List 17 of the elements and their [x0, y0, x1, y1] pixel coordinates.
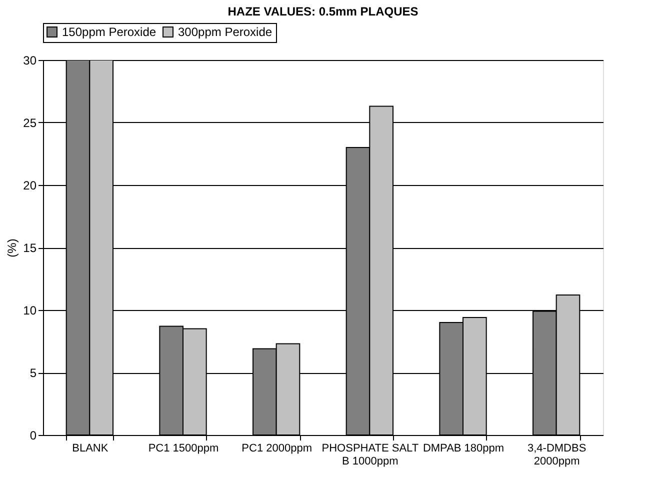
y-tick-label: 30 [23, 54, 37, 68]
x-tick-label: BLANK [72, 442, 109, 454]
y-tick-label: 5 [30, 366, 37, 380]
legend-label: 150ppm Peroxide [62, 25, 156, 39]
y-tick-label: 25 [23, 116, 37, 130]
x-tick-label: 3,4-DMDBS 2000ppm [527, 442, 586, 468]
x-tick-label: PC1 2000ppm [242, 442, 312, 454]
y-tick-label: 0 [30, 428, 37, 442]
chart-title: HAZE VALUES: 0.5mm PLAQUES [228, 4, 418, 18]
y-tick-label: 15 [23, 241, 37, 255]
y-tick-label: 10 [23, 304, 37, 318]
x-tick-label: DMPAB 180ppm [422, 442, 504, 454]
x-tick-label: PHOSPHATE SALT B 1000ppm [322, 442, 419, 468]
legend-label: 300ppm Peroxide [178, 25, 272, 39]
x-tick-label: PC1 1500ppm [148, 442, 219, 454]
y-axis-title: (%) [5, 238, 20, 258]
y-tick-label: 20 [23, 178, 37, 192]
